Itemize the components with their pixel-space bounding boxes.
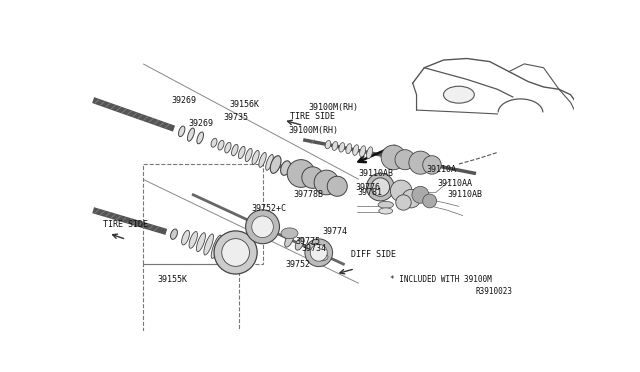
Ellipse shape <box>280 161 291 175</box>
Ellipse shape <box>189 231 197 248</box>
Bar <box>143 164 262 264</box>
Circle shape <box>371 178 390 196</box>
Text: 39269: 39269 <box>172 96 196 105</box>
Circle shape <box>422 194 436 208</box>
Text: 39156K: 39156K <box>230 100 260 109</box>
Ellipse shape <box>444 86 474 103</box>
Ellipse shape <box>325 141 331 149</box>
Ellipse shape <box>285 231 294 247</box>
Ellipse shape <box>232 144 238 156</box>
Ellipse shape <box>306 244 319 250</box>
Text: 39155K: 39155K <box>157 275 188 284</box>
Text: 39752: 39752 <box>285 260 310 269</box>
Text: 39775: 39775 <box>296 237 321 246</box>
Ellipse shape <box>219 236 230 262</box>
Ellipse shape <box>238 147 245 159</box>
Circle shape <box>396 195 411 210</box>
Text: 39774: 39774 <box>323 227 348 236</box>
Ellipse shape <box>346 144 352 154</box>
Circle shape <box>221 238 250 266</box>
Ellipse shape <box>266 154 273 170</box>
Circle shape <box>381 145 406 170</box>
Ellipse shape <box>353 145 358 155</box>
Text: 39781: 39781 <box>357 188 382 197</box>
Circle shape <box>310 244 327 261</box>
Ellipse shape <box>211 138 217 147</box>
Text: 39776: 39776 <box>355 183 380 192</box>
Ellipse shape <box>259 153 266 167</box>
Text: 39110AB: 39110AB <box>359 169 394 178</box>
Ellipse shape <box>204 234 214 255</box>
Ellipse shape <box>295 237 304 250</box>
Ellipse shape <box>270 156 281 173</box>
Circle shape <box>367 173 394 201</box>
Circle shape <box>252 216 273 238</box>
Text: 39110AA: 39110AA <box>437 179 472 188</box>
Circle shape <box>302 167 323 188</box>
Ellipse shape <box>182 230 189 245</box>
Ellipse shape <box>367 147 372 159</box>
Ellipse shape <box>196 233 205 252</box>
Text: 39734: 39734 <box>301 244 326 253</box>
Text: 39110A: 39110A <box>427 165 456 174</box>
Ellipse shape <box>316 253 328 261</box>
Circle shape <box>214 231 257 274</box>
Circle shape <box>390 180 412 202</box>
Ellipse shape <box>378 201 394 208</box>
Text: 39100M(RH): 39100M(RH) <box>308 103 359 112</box>
Text: 39778B: 39778B <box>293 190 323 199</box>
Ellipse shape <box>218 140 224 150</box>
Circle shape <box>287 160 315 187</box>
Text: 39752+C: 39752+C <box>251 204 286 213</box>
Ellipse shape <box>211 235 221 259</box>
Ellipse shape <box>188 128 195 141</box>
Text: R3910023: R3910023 <box>476 286 513 295</box>
Ellipse shape <box>339 142 345 152</box>
Circle shape <box>246 210 280 244</box>
Circle shape <box>314 170 339 195</box>
Text: DIFF SIDE: DIFF SIDE <box>351 250 396 259</box>
Text: * INCLUDED WITH 39100M: * INCLUDED WITH 39100M <box>390 275 492 284</box>
Circle shape <box>422 156 441 174</box>
Ellipse shape <box>179 126 185 137</box>
Text: TIRE SIDE: TIRE SIDE <box>103 219 148 228</box>
Circle shape <box>327 176 348 196</box>
Ellipse shape <box>379 208 393 214</box>
Circle shape <box>409 151 432 174</box>
Ellipse shape <box>225 142 231 153</box>
Ellipse shape <box>332 142 338 150</box>
Ellipse shape <box>281 228 298 239</box>
Text: 39100M(RH): 39100M(RH) <box>288 126 338 135</box>
Text: TIRE SIDE: TIRE SIDE <box>289 112 335 121</box>
Circle shape <box>402 189 420 208</box>
Text: 39110AB: 39110AB <box>447 190 483 199</box>
Ellipse shape <box>245 148 252 161</box>
Circle shape <box>305 239 333 267</box>
Circle shape <box>395 150 415 170</box>
Ellipse shape <box>197 132 204 144</box>
Ellipse shape <box>360 146 365 157</box>
Circle shape <box>412 186 429 203</box>
Text: 39735: 39735 <box>223 113 248 122</box>
Ellipse shape <box>252 150 259 164</box>
Bar <box>143 264 239 368</box>
Text: 39269: 39269 <box>188 119 214 128</box>
Ellipse shape <box>171 229 177 239</box>
